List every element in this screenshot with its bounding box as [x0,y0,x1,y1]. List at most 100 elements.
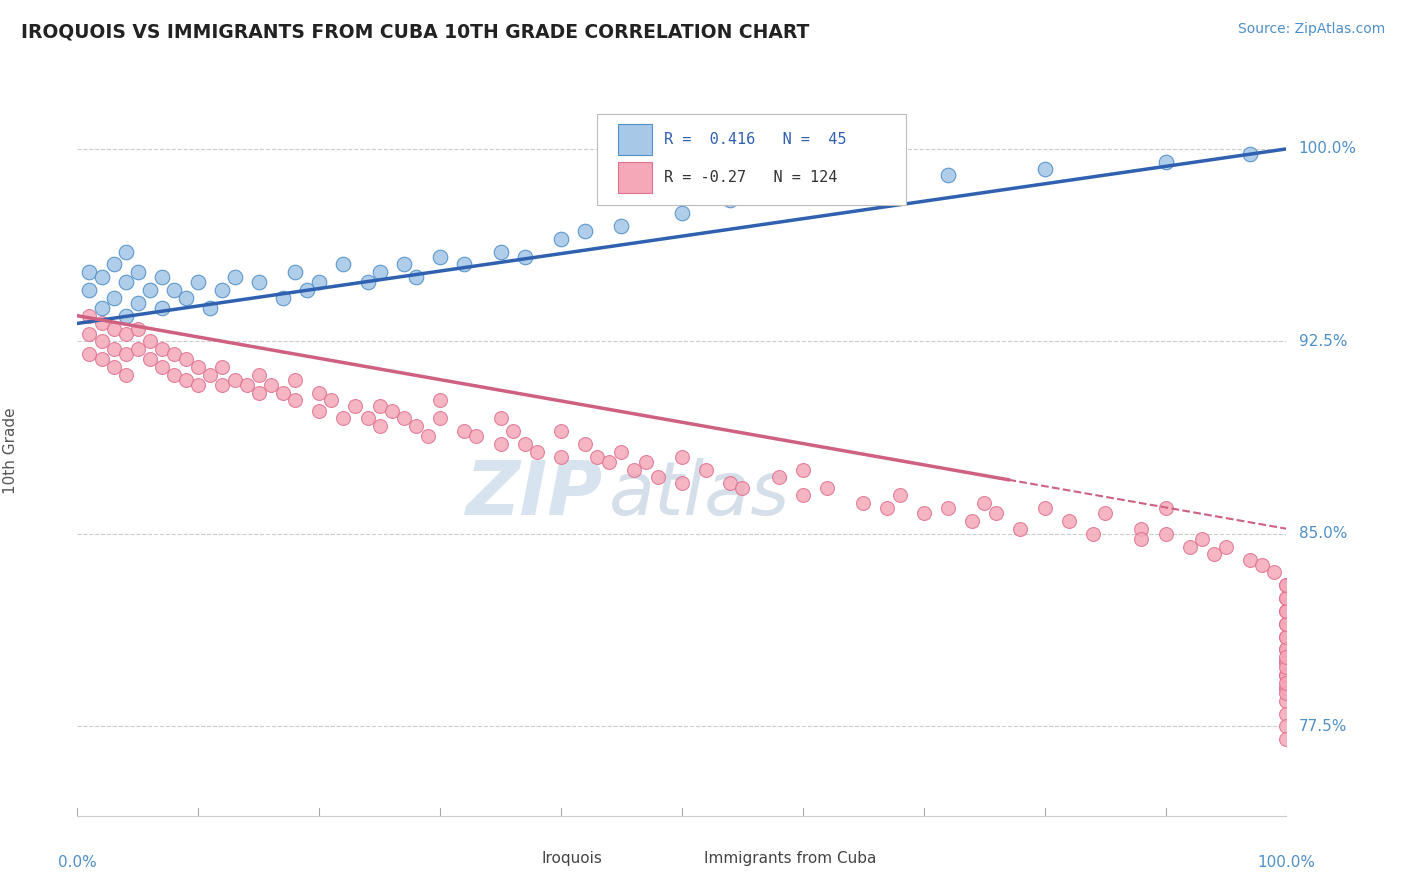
Point [429,393,451,408]
Point [308,385,330,400]
Point [973,496,995,510]
Point [114,309,136,323]
Text: Immigrants from Cuba: Immigrants from Cuba [703,851,876,866]
Point [114,244,136,259]
Point [405,419,427,434]
Point [103,291,125,305]
Point [513,437,536,451]
Point [321,393,343,408]
Point [1275,578,1298,592]
Point [489,411,512,425]
Point [1263,566,1285,580]
Text: 100.0%: 100.0% [1257,855,1316,870]
Point [79,283,101,297]
Point [295,283,318,297]
Point [284,265,307,279]
Point [1275,604,1298,618]
Point [1275,655,1298,669]
Point [1275,642,1298,657]
Point [114,368,136,382]
Point [1275,719,1298,733]
Point [150,270,173,285]
Point [368,399,391,413]
Point [453,424,475,438]
Point [1057,514,1080,528]
Point [103,257,125,271]
Point [127,342,149,356]
Point [1154,154,1177,169]
Point [610,219,633,233]
Point [90,301,112,315]
Point [163,347,186,361]
Point [623,463,645,477]
Point [1275,616,1298,631]
Point [1202,548,1225,562]
Point [671,206,693,220]
Point [114,347,136,361]
Point [187,378,209,392]
Point [381,403,404,417]
Point [308,403,330,417]
Bar [617,162,652,193]
Point [368,419,391,434]
Text: 85.0%: 85.0% [1299,526,1347,541]
Point [550,450,572,464]
Point [200,368,222,382]
Point [768,470,790,484]
Point [1275,630,1298,644]
Point [163,283,186,297]
Point [731,481,754,495]
Point [1275,681,1298,695]
Point [1033,162,1056,177]
Point [598,455,620,469]
Point [718,475,741,490]
Point [211,359,233,374]
Point [634,455,657,469]
Point [114,276,136,290]
Point [1275,681,1298,695]
Point [1094,506,1116,520]
Point [163,368,186,382]
Point [332,411,354,425]
Point [127,296,149,310]
Point [416,429,439,443]
Point [1275,706,1298,721]
Point [79,347,101,361]
Text: 100.0%: 100.0% [1299,142,1357,156]
Point [513,250,536,264]
Point [1275,578,1298,592]
Point [235,378,257,392]
Point [90,352,112,367]
Point [150,301,173,315]
Point [368,265,391,279]
Point [574,224,596,238]
Point [502,424,524,438]
Point [1154,501,1177,516]
FancyBboxPatch shape [598,114,905,205]
Point [211,378,233,392]
Point [1275,642,1298,657]
Point [671,450,693,464]
Point [211,283,233,297]
Point [187,359,209,374]
Point [1081,527,1104,541]
Point [489,244,512,259]
Point [1010,522,1032,536]
Point [429,411,451,425]
Point [308,276,330,290]
Point [1130,522,1153,536]
Point [1130,532,1153,546]
Point [392,411,415,425]
Text: R =  0.416   N =  45: R = 0.416 N = 45 [664,132,846,147]
Point [1275,668,1298,682]
Point [1275,604,1298,618]
Point [1275,686,1298,700]
Point [792,488,814,502]
Point [174,291,197,305]
Point [912,506,935,520]
Point [90,270,112,285]
Point [200,301,222,315]
Point [247,368,270,382]
Point [284,373,307,387]
Point [1275,732,1298,747]
